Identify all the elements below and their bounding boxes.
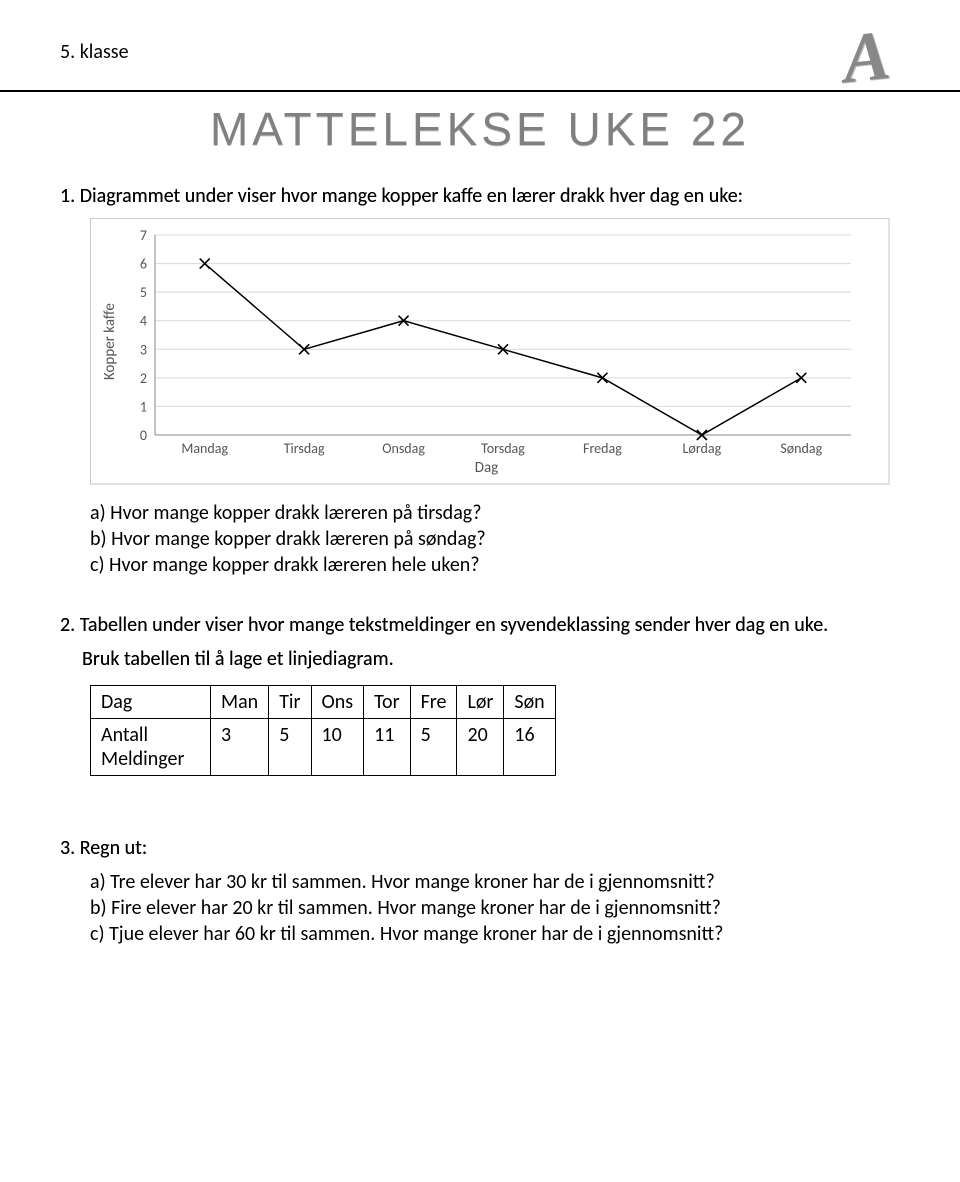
- q1-sub-c: c) Hvor mange kopper drakk læreren hele …: [60, 553, 900, 577]
- table-col-head: Ons: [311, 686, 364, 719]
- table-col-head: Søn: [504, 686, 555, 719]
- q2-text-line1: Tabellen under viser hvor mange tekstmel…: [80, 613, 829, 637]
- svg-text:3: 3: [140, 341, 147, 358]
- q3-number: 3.: [60, 836, 75, 860]
- q2-text-line2: Bruk tabellen til å lage et linjediagram…: [60, 647, 900, 671]
- coffee-chart: Kopper kaffe 0 1 2 3 4 5 6 7 Mandag Tirsdag Onsdag…: [90, 218, 890, 485]
- messages-table: DagManTirOnsTorFreLørSøn AntallMeldinger…: [90, 685, 900, 776]
- q3-sub-c: c) Tjue elever har 60 kr til sammen. Hvo…: [60, 922, 900, 946]
- worksheet-page: 5. klasse A MATTELEKSE UKE 22 1. Diagram…: [0, 0, 960, 988]
- q1-prompt: 1. Diagrammet under viser hvor mange kop…: [60, 184, 900, 208]
- q1-sub-b: b) Hvor mange kopper drakk læreren på sø…: [60, 527, 900, 551]
- chart-ylabel: Kopper kaffe: [99, 227, 119, 457]
- table-cell: 5: [269, 719, 311, 776]
- divider: [0, 90, 960, 92]
- q1-text: Diagrammet under viser hvor mange kopper…: [80, 184, 743, 208]
- svg-text:0: 0: [140, 427, 147, 444]
- svg-text:1: 1: [140, 398, 147, 415]
- q1-sub-a: a) Hvor mange kopper drakk læreren på ti…: [60, 501, 900, 525]
- svg-text:Torsdag: Torsdag: [481, 440, 525, 457]
- svg-text:Tirsdag: Tirsdag: [284, 440, 325, 457]
- q3-sub-a: a) Tre elever har 30 kr til sammen. Hvor…: [60, 870, 900, 894]
- table-col-head: Lør: [457, 686, 504, 719]
- page-title: MATTELEKSE UKE 22: [60, 102, 900, 156]
- q1-number: 1.: [60, 184, 75, 208]
- q3-prompt: 3. Regn ut:: [60, 836, 900, 860]
- logo-letter: A: [840, 28, 892, 89]
- q3-heading: Regn ut:: [80, 836, 147, 860]
- table-cell: 20: [457, 719, 504, 776]
- svg-text:2: 2: [140, 370, 147, 387]
- table-row2-head: AntallMeldinger: [91, 719, 211, 776]
- chart-svg: 0 1 2 3 4 5 6 7 Mandag Tirsdag Onsdag Torsdag Fredag…: [119, 227, 859, 457]
- table-cell: 5: [410, 719, 457, 776]
- table-col-head: Tir: [269, 686, 311, 719]
- table-cell: 3: [211, 719, 269, 776]
- table-col-head: Man: [211, 686, 269, 719]
- q2-number: 2.: [60, 613, 75, 637]
- table-cell: 16: [504, 719, 555, 776]
- chart-xlabel: Dag: [99, 459, 874, 477]
- q2-prompt: 2. Tabellen under viser hvor mange tekst…: [60, 613, 900, 637]
- header: 5. klasse A: [60, 30, 900, 86]
- table-cell: 10: [311, 719, 364, 776]
- svg-text:Mandag: Mandag: [181, 440, 228, 457]
- table-col-head: Tor: [364, 686, 411, 719]
- svg-text:5: 5: [140, 284, 147, 301]
- table-cell: 11: [364, 719, 411, 776]
- table-row1-head: Dag: [91, 686, 211, 719]
- q3-sub-b: b) Fire elever har 20 kr til sammen. Hvo…: [60, 896, 900, 920]
- svg-text:4: 4: [140, 313, 147, 330]
- svg-text:7: 7: [140, 227, 147, 244]
- table-col-head: Fre: [410, 686, 457, 719]
- class-label: 5. klasse: [60, 40, 129, 64]
- svg-text:Fredag: Fredag: [583, 440, 622, 457]
- svg-text:Søndag: Søndag: [780, 440, 822, 457]
- svg-text:Onsdag: Onsdag: [382, 440, 425, 457]
- svg-text:6: 6: [140, 256, 147, 273]
- svg-text:Lørdag: Lørdag: [683, 440, 722, 457]
